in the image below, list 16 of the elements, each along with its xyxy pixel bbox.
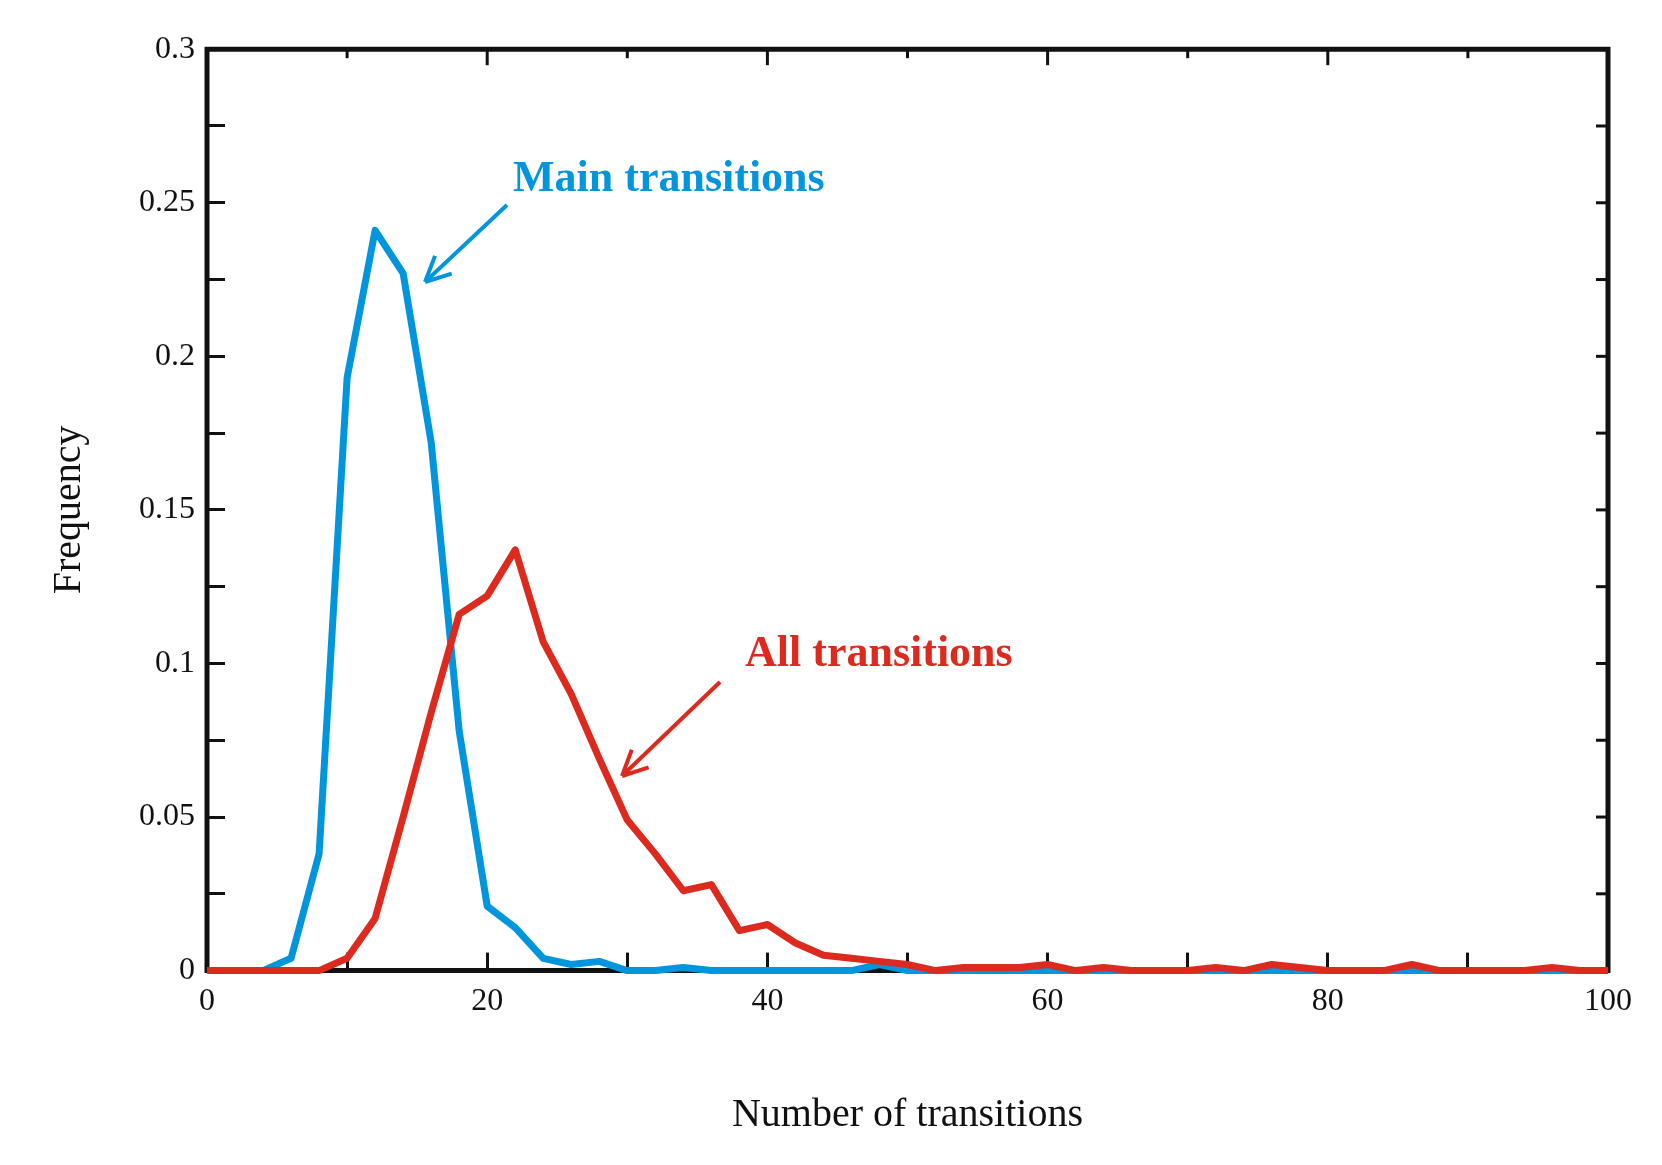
y-tick-label: 0.05	[139, 796, 195, 833]
x-axis-title: Number of transitions	[731, 1089, 1084, 1135]
y-tick-label: 0.25	[139, 182, 195, 219]
y-tick-label: 0.15	[139, 489, 195, 526]
y-tick-label: 0.2	[155, 335, 195, 372]
y-tick-label: 0.1	[155, 642, 195, 679]
x-tick-label: 80	[1311, 981, 1344, 1018]
x-tick-label: 40	[751, 981, 784, 1018]
y-tick-label: 0.3	[155, 28, 195, 65]
x-tick-label: 100	[1584, 981, 1632, 1018]
annotation: Main transitions	[513, 152, 825, 201]
x-tick-label: 20	[471, 981, 504, 1018]
y-tick-label: 0	[179, 950, 195, 987]
x-tick-label: 60	[1031, 981, 1064, 1018]
annotation: All transitions	[745, 627, 1013, 676]
y-axis-title: Frequency	[43, 425, 89, 595]
